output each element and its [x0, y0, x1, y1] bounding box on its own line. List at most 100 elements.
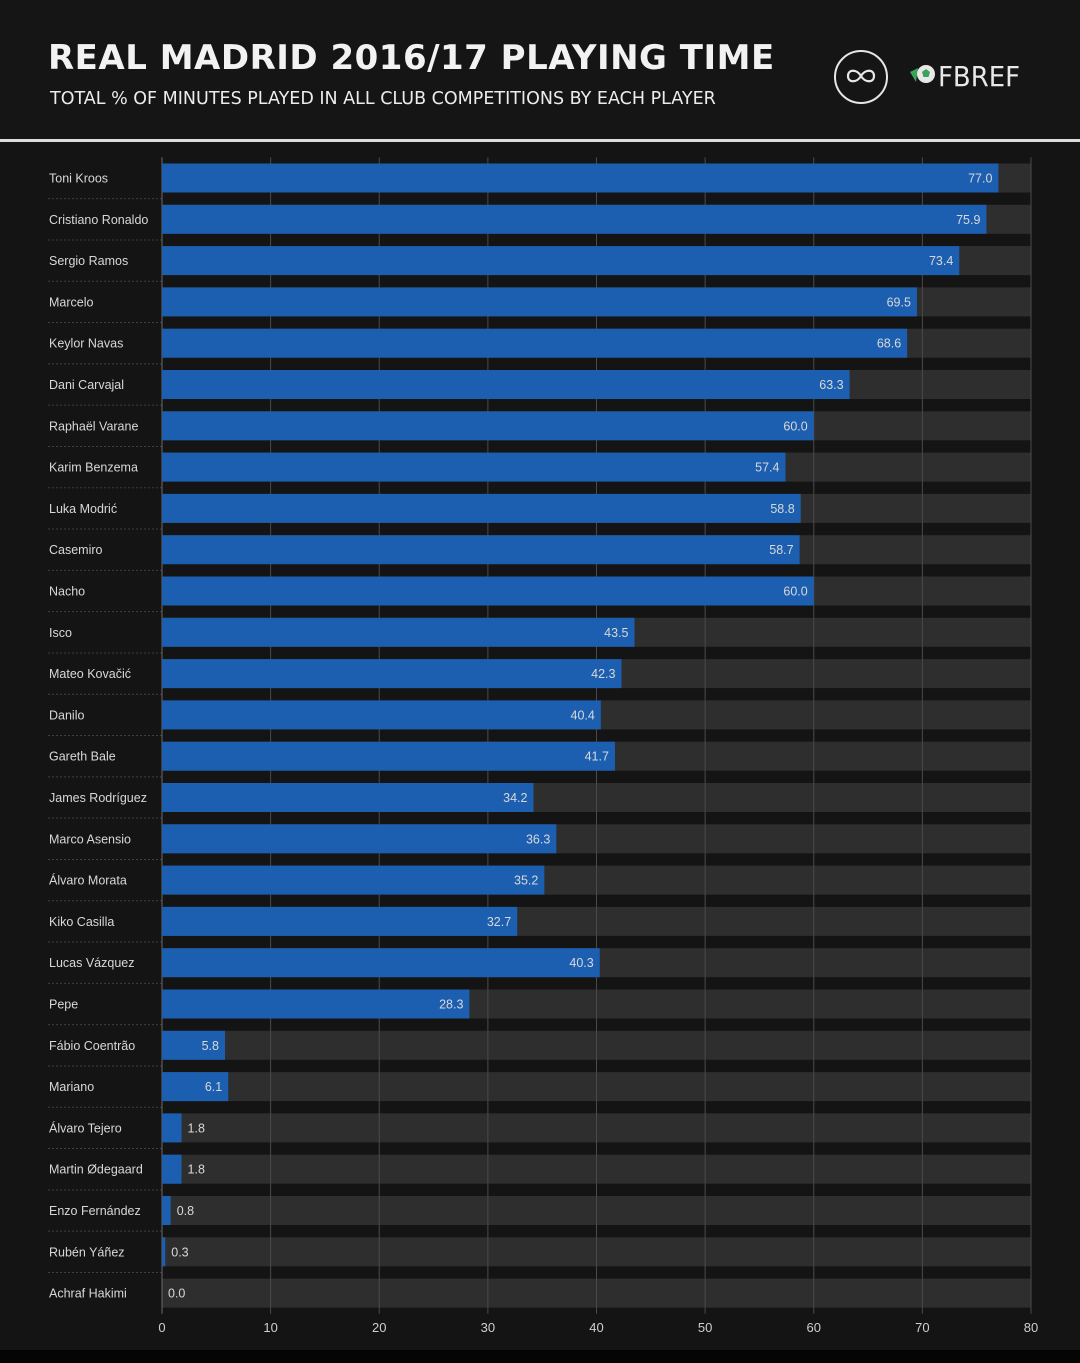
category-label: Toni Kroos [49, 172, 108, 186]
category-label: Álvaro Morata [49, 873, 127, 888]
category-label: Lucas Vázquez [49, 956, 134, 970]
bar [162, 617, 635, 647]
x-tick-label: 0 [158, 1320, 165, 1335]
chart-title: REAL MADRID 2016/17 PLAYING TIME [48, 38, 775, 78]
value-label: 68.6 [877, 337, 901, 351]
brand-text: FBREF [938, 60, 1020, 93]
value-label: 6.1 [205, 1080, 222, 1094]
bar [162, 906, 518, 936]
value-label: 32.7 [487, 915, 511, 929]
bar [162, 246, 960, 276]
bar [162, 370, 850, 399]
category-label: Nacho [49, 585, 85, 599]
value-label: 43.5 [604, 626, 628, 640]
category-label: Keylor Navas [49, 337, 123, 351]
value-label: 28.3 [439, 998, 463, 1012]
x-tick-label: 40 [589, 1320, 603, 1335]
category-label: Pepe [49, 998, 78, 1012]
value-label: 60.0 [783, 585, 807, 599]
bar [162, 824, 557, 854]
value-label: 58.7 [769, 543, 793, 557]
x-tick-label: 80 [1024, 1320, 1038, 1335]
value-label: 36.3 [526, 832, 550, 846]
category-label: Enzo Fernández [49, 1204, 141, 1218]
bar [162, 659, 622, 689]
bar [162, 948, 600, 978]
chart-subtitle: TOTAL % OF MINUTES PLAYED IN ALL CLUB CO… [50, 89, 716, 109]
value-label: 60.0 [783, 419, 807, 433]
category-label: Casemiro [49, 543, 103, 557]
category-label: James Rodríguez [49, 791, 147, 805]
category-label: Karim Benzema [49, 461, 138, 475]
category-label: Isco [49, 626, 72, 640]
bar [162, 1154, 182, 1184]
bar [162, 328, 908, 358]
value-label: 1.8 [188, 1121, 205, 1135]
bar [162, 741, 615, 771]
value-label: 58.8 [770, 502, 794, 516]
x-tick-label: 30 [481, 1320, 495, 1335]
value-label: 69.5 [887, 295, 911, 309]
bar [162, 1237, 166, 1267]
bar [162, 1113, 182, 1143]
category-label: Luka Modrić [49, 502, 117, 516]
category-label: Fábio Coentrão [49, 1039, 135, 1053]
bar [162, 989, 470, 1019]
bar-chart: Toni Kroos 77.0 Cristiano Ronaldo 75.9 Sergi… [48, 157, 1038, 1335]
value-label: 75.9 [956, 213, 980, 227]
chart-header: REAL MADRID 2016/17 PLAYING TIME TOTAL %… [0, 0, 1080, 140]
x-tick-label: 50 [698, 1320, 712, 1335]
soccer-ball-icon [910, 65, 935, 83]
bar [162, 204, 987, 234]
category-label: Álvaro Tejero [49, 1120, 122, 1135]
footer-band [0, 1350, 1080, 1363]
bar [162, 411, 814, 441]
bar [162, 576, 814, 606]
x-tick-label: 10 [263, 1320, 277, 1335]
bar [162, 535, 800, 565]
category-label: Cristiano Ronaldo [49, 213, 148, 227]
category-label: Danilo [49, 708, 84, 722]
x-tick-label: 60 [807, 1320, 821, 1335]
value-label: 34.2 [503, 791, 527, 805]
bar [162, 700, 601, 730]
x-tick-label: 70 [915, 1320, 929, 1335]
value-label: 0.0 [168, 1287, 185, 1301]
bar [162, 865, 545, 895]
value-label: 35.2 [514, 874, 538, 888]
bar [162, 1030, 226, 1060]
category-label: Achraf Hakimi [49, 1287, 127, 1301]
bar [162, 452, 786, 482]
value-label: 42.3 [591, 667, 615, 681]
bar [162, 1196, 171, 1225]
value-label: 0.3 [171, 1245, 188, 1259]
value-label: 0.8 [177, 1204, 194, 1218]
value-label: 5.8 [202, 1039, 219, 1053]
bar [162, 1072, 229, 1102]
header-divider [0, 139, 1080, 142]
category-label: Rubén Yáñez [49, 1245, 125, 1259]
category-label: Dani Carvajal [49, 378, 124, 392]
value-label: 73.4 [929, 254, 953, 268]
x-tick-label: 20 [372, 1320, 386, 1335]
infinity-icon [834, 50, 888, 104]
category-label: Raphaël Varane [49, 419, 138, 433]
category-label: Sergio Ramos [49, 254, 128, 268]
category-label: Marco Asensio [49, 832, 131, 846]
category-label: Mateo Kovačić [49, 667, 131, 681]
bar [162, 287, 917, 317]
value-label: 40.3 [569, 956, 593, 970]
category-label: Martin Ødegaard [49, 1163, 143, 1177]
category-label: Mariano [49, 1080, 94, 1094]
category-label: Kiko Casilla [49, 915, 114, 929]
category-label: Gareth Bale [49, 750, 116, 764]
value-label: 41.7 [585, 750, 609, 764]
bar [162, 163, 999, 193]
fbref-logo: FBREF [908, 58, 1023, 99]
bar [162, 493, 801, 523]
value-label: 77.0 [968, 172, 992, 186]
bar [162, 783, 534, 812]
value-label: 1.8 [188, 1163, 205, 1177]
value-label: 57.4 [755, 461, 779, 475]
category-label: Marcelo [49, 295, 94, 309]
